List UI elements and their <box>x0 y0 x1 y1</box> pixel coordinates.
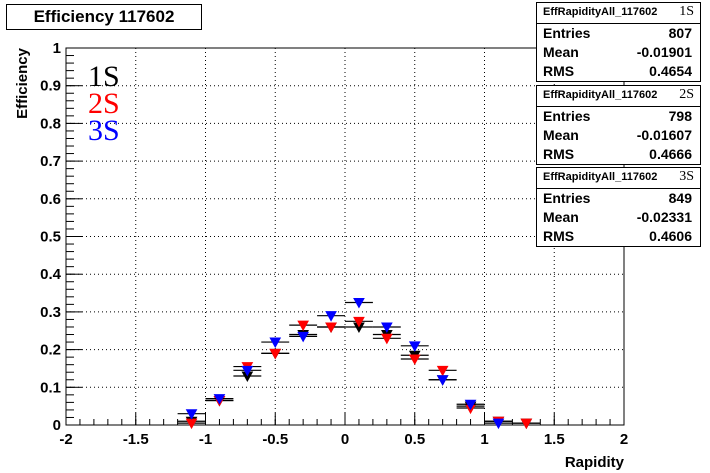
mean-row: Mean -0.02331 <box>537 208 700 227</box>
data-point-marker <box>269 337 282 349</box>
data-point-marker <box>185 409 198 420</box>
histogram-tag: 1S <box>679 4 694 19</box>
mean-value: -0.02331 <box>636 209 692 225</box>
x-tick-label: -0.5 <box>262 431 288 448</box>
data-point-marker <box>353 297 365 309</box>
stat-box-3s: EffRapidityAll_117602 3S Entries 849 Mea… <box>536 167 701 247</box>
y-tick-label: 1 <box>53 40 61 57</box>
x-tick-label: 1 <box>480 431 488 448</box>
stat-box-1s: EffRapidityAll_117602 1S Entries 807 Mea… <box>536 2 701 82</box>
legend-entry: 3S <box>88 114 120 147</box>
rms-row: RMS 0.4654 <box>537 62 700 81</box>
entries-row: Entries 798 <box>537 107 700 126</box>
data-point-marker <box>464 399 477 411</box>
data-point-marker <box>408 354 421 366</box>
y-tick-label: 0 <box>53 417 61 434</box>
y-tick-label: 0.1 <box>40 379 61 396</box>
y-tick-label: 0.5 <box>40 229 61 246</box>
y-tick-label: 0.7 <box>40 153 61 170</box>
rms-label: RMS <box>543 63 575 79</box>
entries-label: Entries <box>543 190 591 206</box>
histogram-tag: 3S <box>679 169 694 184</box>
x-tick-label: 0 <box>341 431 349 448</box>
stat-box-header: EffRapidityAll_117602 1S <box>537 3 700 24</box>
data-point-marker <box>297 320 309 332</box>
mean-value: -0.01607 <box>636 127 692 143</box>
rms-value: 0.4654 <box>649 63 692 79</box>
rms-value: 0.4606 <box>649 228 692 244</box>
mean-value: -0.01901 <box>636 44 692 60</box>
data-point-marker <box>213 394 226 405</box>
histogram-name: EffRapidityAll_117602 <box>543 89 658 101</box>
data-point-marker <box>381 333 393 345</box>
y-tick-label: 0.6 <box>40 191 61 208</box>
entries-label: Entries <box>543 108 591 124</box>
title-box: Efficiency 117602 <box>6 4 202 30</box>
stat-box-2s: EffRapidityAll_117602 2S Entries 798 Mea… <box>536 85 701 165</box>
rms-value: 0.4666 <box>649 146 692 162</box>
histogram-name: EffRapidityAll_117602 <box>543 6 658 18</box>
x-tick-label: 0.5 <box>404 431 425 448</box>
data-point-marker <box>269 348 282 360</box>
rms-row: RMS 0.4606 <box>537 227 700 246</box>
rms-row: RMS 0.4666 <box>537 145 700 164</box>
y-tick-label: 0.3 <box>40 304 61 321</box>
y-tick-label: 0.8 <box>40 115 61 132</box>
data-point-marker <box>381 322 393 334</box>
data-point-marker <box>241 365 254 377</box>
mean-label: Mean <box>543 127 579 143</box>
x-tick-label: -1 <box>199 431 212 448</box>
y-tick-label: 0.9 <box>40 78 61 95</box>
entries-value: 849 <box>668 190 692 206</box>
x-tick-label: 2 <box>620 431 628 448</box>
data-point-marker <box>353 316 365 328</box>
stat-box-header: EffRapidityAll_117602 3S <box>537 168 700 189</box>
data-point-marker <box>297 331 309 343</box>
legend-entry: 1S <box>88 60 120 93</box>
x-axis-label: Rapidity <box>565 454 625 471</box>
data-point-marker <box>325 322 337 334</box>
entries-row: Entries 849 <box>537 189 700 208</box>
histogram-tag: 2S <box>679 87 694 102</box>
data-point-marker <box>325 311 337 322</box>
x-tick-label: -2 <box>59 431 72 448</box>
stat-box-header: EffRapidityAll_117602 2S <box>537 86 700 107</box>
y-tick-label: 0.2 <box>40 342 61 359</box>
axes: -2 -1.5 -1 -0.5 0 0.5 1 1.5 2 0 0.1 0.2 0.3 0.4 0.5 0.6… <box>40 40 628 448</box>
y-axis-label: Efficiency <box>14 47 31 119</box>
data-point-marker <box>520 418 533 430</box>
histogram-name: EffRapidityAll_117602 <box>543 171 658 183</box>
data-points <box>177 297 541 430</box>
data-point-marker <box>408 341 421 352</box>
data-point-marker <box>492 418 505 430</box>
legend-entry: 2S <box>88 87 120 120</box>
y-tick-label: 0.4 <box>40 266 62 283</box>
entries-label: Entries <box>543 25 591 41</box>
data-point-marker <box>436 365 449 377</box>
rms-label: RMS <box>543 228 575 244</box>
chart-title: Efficiency 117602 <box>33 7 175 26</box>
entries-value: 807 <box>668 25 692 41</box>
data-point-marker <box>436 375 449 386</box>
entries-value: 798 <box>668 108 692 124</box>
entries-row: Entries 807 <box>537 24 700 43</box>
mean-label: Mean <box>543 44 579 60</box>
mean-label: Mean <box>543 209 579 225</box>
x-tick-label: 1.5 <box>544 431 565 448</box>
rms-label: RMS <box>543 146 575 162</box>
x-tick-label: -1.5 <box>123 431 149 448</box>
mean-row: Mean -0.01901 <box>537 43 700 62</box>
mean-row: Mean -0.01607 <box>537 126 700 145</box>
